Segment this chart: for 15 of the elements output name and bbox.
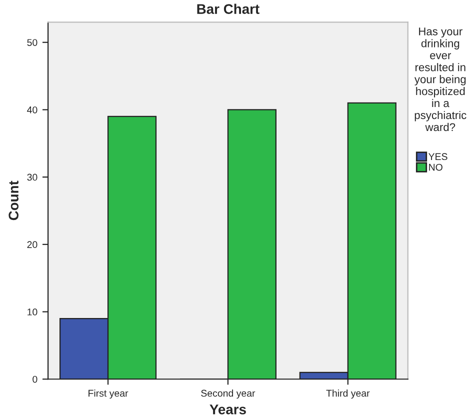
- y-tick-label: 30: [27, 174, 38, 181]
- y-tick-label: 50: [27, 39, 38, 46]
- x-tick-label: Third year: [326, 390, 370, 399]
- y-tick-label: 0: [32, 376, 38, 383]
- x-axis-title: Years: [210, 404, 246, 414]
- text: Has your drinking ever resulted in your being hospitized in a psychiatric ward?: [414, 28, 466, 132]
- y-tick-label: 40: [27, 106, 38, 114]
- legend-label: NO: [429, 164, 442, 171]
- x-tick-label: Second year: [201, 390, 256, 399]
- y-axis-title: Count: [8, 180, 19, 220]
- x-tick-label: First year: [88, 390, 128, 399]
- y-tick-label: 20: [27, 241, 38, 248]
- y-tick-label: 10: [28, 308, 38, 316]
- legend-label: YES: [428, 153, 448, 160]
- chart-title: Bar Chart: [197, 4, 260, 14]
